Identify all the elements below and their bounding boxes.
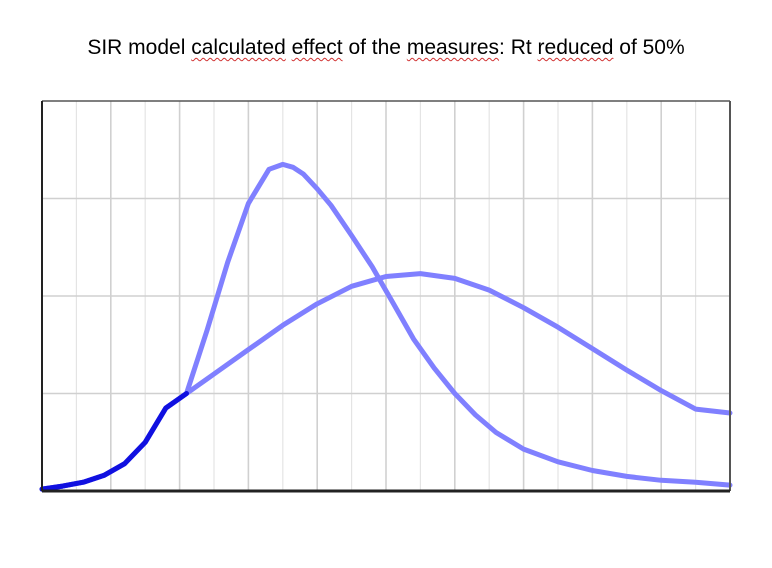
title-part-7: reduced [537,36,614,59]
title-part-4: of the [342,36,407,59]
shared-segment [39,391,189,492]
series-layer [39,161,733,492]
title-part-0: SIR model [87,36,192,59]
axes [41,100,731,493]
title-part-8: of 50% [613,36,685,59]
title-part-1: calculated [191,36,286,59]
grid [42,101,730,491]
title-part-3: effect [291,36,343,59]
chart-title: SIR model calculated effect of the measu… [0,36,772,60]
title-part-6: : Rt [499,36,538,59]
title-part-5: measures [406,36,500,59]
